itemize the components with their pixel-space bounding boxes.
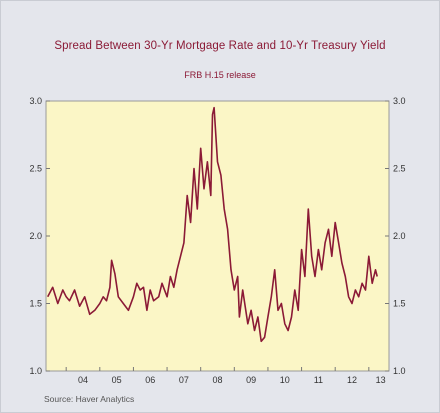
x-tick-label: 06 xyxy=(145,375,155,385)
y-tick-label-left: 2.5 xyxy=(29,164,42,174)
y-axis-right: 1.0 1.5 2.0 2.5 3.0 xyxy=(385,96,406,376)
x-tick-label: 09 xyxy=(246,375,256,385)
x-tick-label: 04 xyxy=(78,375,88,385)
spread-series-line xyxy=(46,106,378,343)
y-axis-left: 1.0 1.5 2.0 2.5 3.0 xyxy=(29,96,50,376)
x-tick-label: 12 xyxy=(347,375,357,385)
y-tick-label-right: 3.0 xyxy=(393,96,406,106)
x-tick-label: 11 xyxy=(314,375,323,385)
y-tick-label-left: 2.0 xyxy=(29,231,42,241)
y-tick-label-right: 2.5 xyxy=(393,164,406,174)
y-tick-label-left: 1.0 xyxy=(29,366,42,376)
x-axis: 04 05 06 07 08 09 10 11 12 13 xyxy=(65,367,386,385)
y-tick-label-left: 3.0 xyxy=(29,96,42,106)
y-tick-label-right: 1.5 xyxy=(393,299,406,309)
y-tick-label-right: 1.0 xyxy=(393,366,406,376)
x-tick-label: 07 xyxy=(179,375,189,385)
chart-subtitle: FRB H.15 release xyxy=(184,70,256,80)
y-tick-label-left: 1.5 xyxy=(29,299,42,309)
plot-area xyxy=(45,100,390,372)
x-tick-label: 10 xyxy=(280,375,290,385)
x-tick-label: 13 xyxy=(376,375,386,385)
y-tick-label-right: 2.0 xyxy=(393,231,406,241)
chart-title: Spread Between 30-Yr Mortgage Rate and 1… xyxy=(54,40,386,52)
x-tick-label: 08 xyxy=(212,375,222,385)
source-note: Source: Haver Analytics xyxy=(44,394,135,404)
x-tick-label: 05 xyxy=(112,375,122,385)
